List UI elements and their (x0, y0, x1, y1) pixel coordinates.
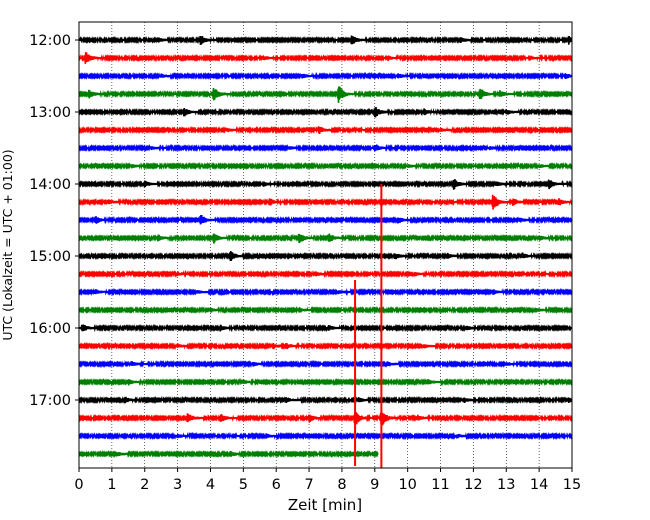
trace-1515 (79, 269, 572, 279)
x-tick-label: 12 (464, 477, 482, 493)
x-tick-label: 11 (431, 477, 449, 493)
trace-1700 (79, 395, 572, 405)
trace-1315 (79, 125, 572, 135)
x-tick-label: 3 (173, 477, 182, 493)
x-tick-label: 13 (497, 477, 515, 493)
y-tick-label: 13:00 (29, 105, 71, 121)
y-tick-label: 14:00 (29, 177, 71, 193)
x-tick-label: 8 (337, 477, 346, 493)
trace-1415 (79, 194, 572, 210)
x-tick-label: 5 (239, 477, 248, 493)
x-tick-label: 7 (304, 477, 313, 493)
x-tick-label: 10 (398, 477, 416, 493)
x-tick-label: 1 (107, 477, 116, 493)
spike-group (354, 184, 383, 469)
y-tick-label: 12:00 (29, 33, 71, 49)
trace-1400 (79, 179, 572, 190)
x-tick-label: 15 (563, 477, 581, 493)
trace-1215 (79, 52, 572, 64)
plot-frame (78, 21, 573, 469)
x-tick-label: 4 (206, 477, 215, 493)
y-tick-label: 16:00 (29, 321, 71, 337)
grid-lines (111, 22, 540, 468)
trace-1630 (79, 359, 572, 369)
y-axis: 12:00 13:00 14:00 15:00 16:00 17:00 (29, 33, 79, 409)
trace-1530 (79, 287, 572, 297)
trace-1500 (79, 250, 572, 262)
trace-1345 (79, 161, 572, 171)
y-tick-label: 15:00 (29, 249, 71, 265)
x-tick-label: 0 (74, 477, 83, 493)
trace-1645 (79, 377, 572, 387)
trace-1600 (79, 323, 572, 333)
trace-group (79, 35, 572, 459)
trace-1715 (79, 412, 572, 426)
trace-1745 (79, 449, 379, 459)
x-tick-label: 14 (530, 477, 548, 493)
y-axis-label: UTC (Lokalzeit = UTC + 01:00) (0, 149, 15, 340)
trace-1615 (79, 341, 572, 351)
x-axis: 0 1 2 3 4 5 6 7 8 9 10 11 12 13 14 15 (74, 468, 581, 493)
trace-1245 (79, 86, 572, 103)
trace-1730 (79, 431, 572, 441)
trace-1445 (79, 233, 572, 244)
trace-1430 (79, 214, 572, 225)
trace-1545 (79, 305, 572, 315)
y-tick-label: 17:00 (29, 393, 71, 409)
x-tick-label: 2 (140, 477, 149, 493)
trace-1330 (79, 143, 572, 153)
trace-1200 (79, 35, 572, 45)
x-tick-label: 6 (272, 477, 281, 493)
x-axis-label: Zeit [min] (288, 496, 362, 514)
x-tick-label: 9 (370, 477, 379, 493)
trace-1300 (79, 107, 572, 118)
trace-1230 (79, 71, 572, 81)
